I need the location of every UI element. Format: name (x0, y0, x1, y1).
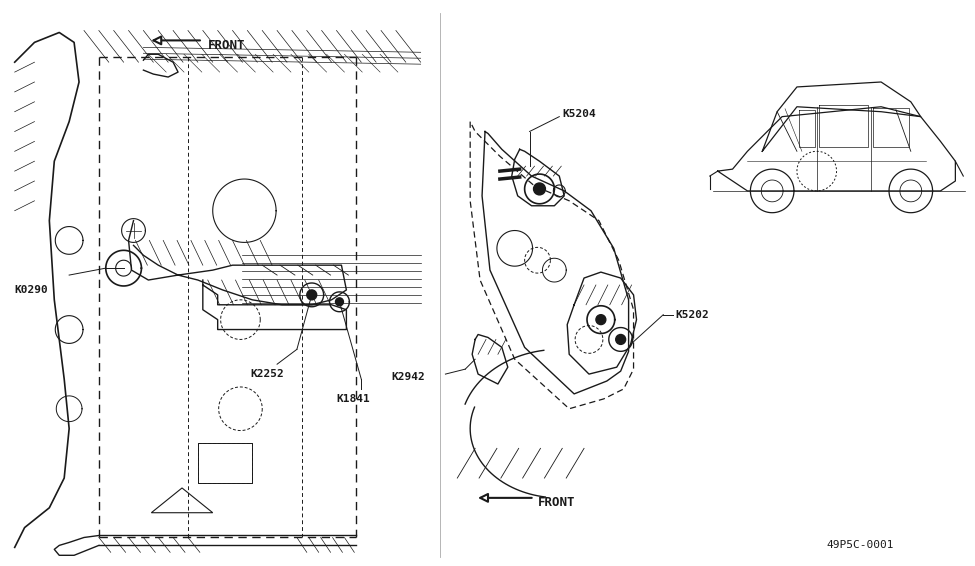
Text: K5204: K5204 (563, 109, 596, 119)
Text: K5202: K5202 (675, 310, 709, 320)
Text: K2942: K2942 (391, 372, 425, 382)
Text: K1841: K1841 (336, 394, 370, 404)
Text: K2252: K2252 (251, 369, 284, 379)
Text: K0290: K0290 (15, 285, 49, 295)
Circle shape (533, 183, 545, 195)
Circle shape (596, 315, 605, 324)
Text: 49P5C-0001: 49P5C-0001 (827, 541, 894, 550)
Text: FRONT: FRONT (208, 39, 246, 52)
Circle shape (335, 298, 343, 306)
Circle shape (307, 290, 317, 300)
Text: FRONT: FRONT (537, 496, 575, 509)
Circle shape (616, 335, 626, 344)
